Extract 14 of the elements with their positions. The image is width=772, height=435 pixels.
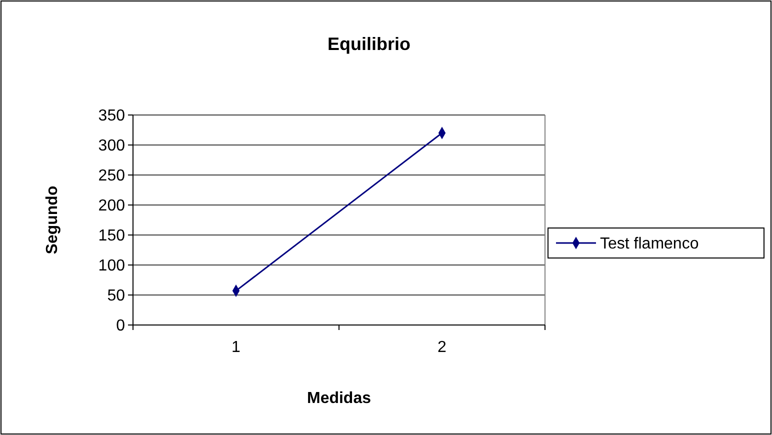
- y-tick-label: 350: [98, 108, 126, 125]
- chart-title: Equilibrio: [328, 34, 410, 54]
- y-tick-label: 100: [98, 258, 126, 275]
- y-axis-title: Segundo: [44, 186, 61, 254]
- x-tick-label: 1: [232, 339, 241, 356]
- y-tick-label: 300: [98, 138, 126, 155]
- legend-label: Test flamenco: [600, 236, 699, 253]
- y-tick-label: 0: [116, 318, 126, 335]
- y-tick-label: 150: [98, 228, 126, 245]
- x-axis-title: Medidas: [306, 390, 372, 407]
- x-tick-label: 2: [438, 339, 447, 356]
- y-tick-label: 200: [98, 198, 126, 215]
- y-tick-label: 50: [107, 288, 126, 305]
- y-tick-label: 250: [98, 168, 126, 185]
